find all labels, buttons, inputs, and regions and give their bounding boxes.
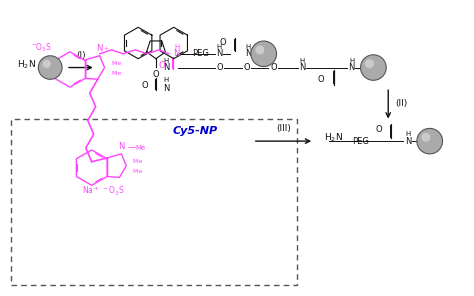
Text: Me: Me — [108, 71, 121, 76]
Text: $^{-}$O$_3$S: $^{-}$O$_3$S — [31, 42, 52, 54]
Text: H: H — [163, 58, 168, 64]
Text: O: O — [153, 70, 159, 80]
Text: O: O — [219, 38, 226, 46]
Circle shape — [43, 60, 51, 68]
Text: —: — — [128, 144, 136, 152]
Text: Na$^+$ $^-$O$_3$S: Na$^+$ $^-$O$_3$S — [82, 185, 125, 198]
Circle shape — [38, 56, 62, 79]
Text: N: N — [216, 49, 222, 58]
Text: PEG: PEG — [192, 49, 209, 58]
Text: N: N — [163, 84, 169, 93]
Text: H: H — [245, 44, 250, 50]
Text: Me: Me — [129, 159, 143, 164]
Text: (I): (I) — [76, 51, 86, 60]
Text: O: O — [217, 63, 224, 72]
Circle shape — [255, 46, 264, 54]
Bar — [11, 119, 297, 285]
Text: N: N — [96, 44, 103, 53]
Text: Me: Me — [129, 169, 143, 174]
Text: Me: Me — [135, 145, 146, 151]
Text: N: N — [348, 63, 355, 72]
Circle shape — [417, 128, 443, 154]
Text: O: O — [141, 81, 148, 90]
Text: Cy5-NP: Cy5-NP — [173, 126, 218, 136]
Text: H: H — [349, 58, 354, 64]
Text: O: O — [376, 125, 382, 134]
Text: N: N — [118, 142, 125, 151]
Text: N: N — [405, 137, 411, 146]
Text: Me: Me — [108, 61, 121, 66]
Text: O: O — [270, 63, 277, 72]
Text: H$_2$N: H$_2$N — [324, 132, 343, 144]
Text: (II): (II) — [395, 99, 407, 108]
Circle shape — [361, 55, 386, 80]
Text: N: N — [299, 63, 305, 72]
Text: O: O — [244, 63, 250, 72]
Text: H: H — [405, 131, 410, 137]
Circle shape — [365, 59, 374, 68]
Text: +: + — [104, 46, 109, 51]
Text: H: H — [174, 44, 179, 50]
Text: N: N — [173, 49, 180, 58]
Text: N: N — [245, 49, 251, 58]
Text: O: O — [158, 61, 165, 70]
Text: H$_2$N: H$_2$N — [17, 58, 36, 71]
Circle shape — [421, 133, 430, 142]
Text: (III): (III) — [276, 124, 291, 133]
Text: PEG: PEG — [352, 137, 369, 146]
Text: H: H — [300, 58, 305, 64]
Text: —: — — [344, 137, 353, 146]
Text: H: H — [217, 44, 222, 50]
Text: O: O — [318, 75, 324, 84]
Text: N: N — [163, 63, 169, 72]
Circle shape — [251, 41, 276, 67]
Text: H: H — [163, 77, 168, 83]
